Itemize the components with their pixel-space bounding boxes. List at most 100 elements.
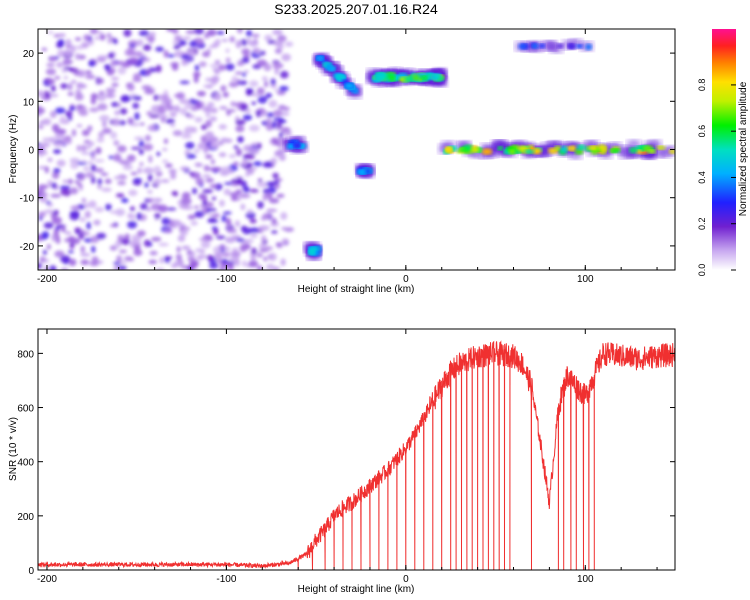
noise-blob <box>47 202 54 207</box>
noise-blob <box>57 128 67 135</box>
noise-blob <box>84 210 91 219</box>
noise-blob <box>63 76 69 80</box>
colorbar-tick-label: 0.0 <box>697 264 707 277</box>
noise-blob <box>282 106 290 111</box>
noise-blob <box>164 163 173 168</box>
noise-blob <box>165 207 177 211</box>
noise-blob <box>130 171 138 176</box>
noise-blob <box>150 236 162 242</box>
feature-core <box>432 73 441 80</box>
noise-blob <box>55 107 66 114</box>
noise-blob <box>180 55 191 59</box>
noise-blob <box>91 256 99 264</box>
noise-blob <box>242 114 253 121</box>
noise-blob <box>194 64 200 71</box>
feature-core <box>647 149 657 154</box>
noise-blob <box>225 48 230 54</box>
noise-blob <box>142 44 152 51</box>
noise-blob <box>90 176 96 184</box>
spectral-feature <box>312 52 362 99</box>
noise-blob <box>205 112 211 118</box>
noise-blob <box>87 161 93 165</box>
noise-blob <box>126 154 136 163</box>
colorbar-tick-label: 0.6 <box>697 125 707 138</box>
noise-blob <box>158 242 169 247</box>
noise-blob <box>235 119 246 126</box>
noise-blob <box>224 246 231 252</box>
feature-core <box>554 145 562 151</box>
noise-blob <box>105 92 114 99</box>
noise-blob <box>74 180 81 184</box>
noise-blob <box>68 178 73 185</box>
noise-blob <box>83 34 91 41</box>
noise-blob <box>74 37 82 41</box>
noise-blob <box>274 88 279 92</box>
noise-blob <box>38 184 49 190</box>
noise-blob <box>205 77 211 83</box>
noise-blob <box>79 173 85 181</box>
noise-blob <box>85 171 95 179</box>
noise-blob <box>181 58 187 66</box>
noise-blob <box>138 148 144 155</box>
noise-blob <box>81 144 87 152</box>
noise-blob <box>243 144 253 152</box>
noise-blob <box>146 207 151 211</box>
noise-blob <box>81 129 90 137</box>
snr-y-label: SNR (10 * v/v) <box>8 417 19 481</box>
noise-blob <box>108 52 115 59</box>
noise-blob <box>210 77 218 85</box>
noise-blob <box>195 248 204 253</box>
noise-blob <box>56 159 66 167</box>
noise-blob <box>219 106 228 110</box>
noise-blob <box>90 97 97 105</box>
noise-blob <box>68 235 76 242</box>
feature-core <box>377 74 386 81</box>
noise-blob <box>89 29 99 35</box>
noise-blob <box>117 265 127 270</box>
feature-core <box>458 147 469 152</box>
snr-y-tick-label: 200 <box>17 512 34 523</box>
noise-blob <box>41 231 50 240</box>
noise-blob <box>205 154 213 159</box>
noise-blob <box>236 29 243 34</box>
noise-blob <box>193 29 205 35</box>
noise-blob <box>222 252 231 258</box>
noise-blob <box>148 155 153 164</box>
noise-blob <box>141 85 152 90</box>
noise-blob <box>86 221 91 230</box>
noise-blob <box>156 151 161 157</box>
noise-blob <box>99 114 110 122</box>
noise-blob <box>229 36 235 43</box>
noise-blob <box>44 166 49 174</box>
noise-blob <box>211 226 218 230</box>
noise-blob <box>170 171 177 180</box>
noise-blob <box>193 75 199 84</box>
noise-blob <box>76 124 83 128</box>
noise-blob <box>91 150 97 157</box>
noise-blob <box>38 234 43 242</box>
noise-blob <box>167 54 176 58</box>
noise-blob <box>96 232 107 240</box>
snr-plot: -200 -100 0 100 0 200 400 600 800 Height of stra… <box>8 328 676 595</box>
noise-blob <box>153 178 161 186</box>
noise-blob <box>217 141 224 146</box>
noise-field <box>38 29 295 270</box>
feature-core <box>497 146 504 151</box>
noise-blob <box>243 186 250 193</box>
noise-blob <box>118 249 127 254</box>
noise-blob <box>240 203 246 211</box>
noise-blob <box>121 237 130 246</box>
noise-blob <box>110 76 120 81</box>
noise-blob <box>251 33 260 38</box>
noise-blob <box>270 157 278 165</box>
spectrogram-y-tick-label: 0 <box>28 146 34 157</box>
spectrogram-x-label: Height of straight line (km) <box>298 284 415 295</box>
noise-blob <box>65 38 72 47</box>
noise-blob <box>280 212 288 221</box>
spectral-feature <box>303 241 322 261</box>
noise-blob <box>105 203 112 211</box>
noise-blob <box>67 83 73 91</box>
noise-blob <box>59 185 71 190</box>
snr-x-tick-label: -100 <box>216 574 236 585</box>
noise-blob <box>212 246 222 254</box>
